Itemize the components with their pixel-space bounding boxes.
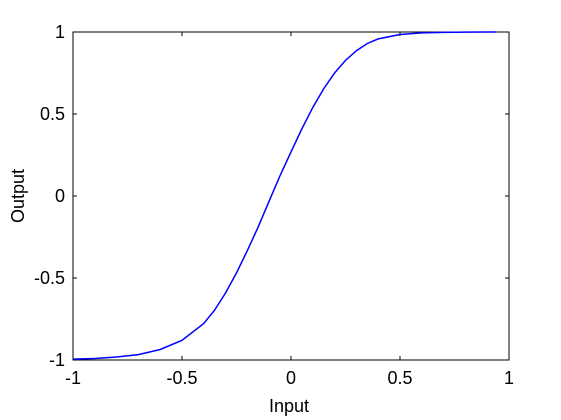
y-tick-label: 1 <box>55 22 65 42</box>
axis-ticks <box>72 31 510 361</box>
x-tick-label: 0.5 <box>387 368 412 388</box>
x-axis-label: Input <box>269 396 309 416</box>
y-tick-label: -1 <box>49 350 65 370</box>
x-tick-label: -1 <box>65 368 81 388</box>
y-tick-label: -0.5 <box>34 268 65 288</box>
x-tick-label: -0.5 <box>166 368 197 388</box>
y-tick-label: 0 <box>55 186 65 206</box>
y-tick-labels: -1 -0.5 0 0.5 1 <box>34 22 65 370</box>
x-tick-label: 1 <box>504 368 514 388</box>
x-tick-labels: -1 -0.5 0 0.5 1 <box>65 368 514 388</box>
output-curve-line <box>72 31 496 360</box>
y-tick-label: 0.5 <box>40 104 65 124</box>
y-axis-label: Output <box>8 169 28 223</box>
plot-area-frame <box>72 31 510 361</box>
x-tick-label: 0 <box>286 368 296 388</box>
